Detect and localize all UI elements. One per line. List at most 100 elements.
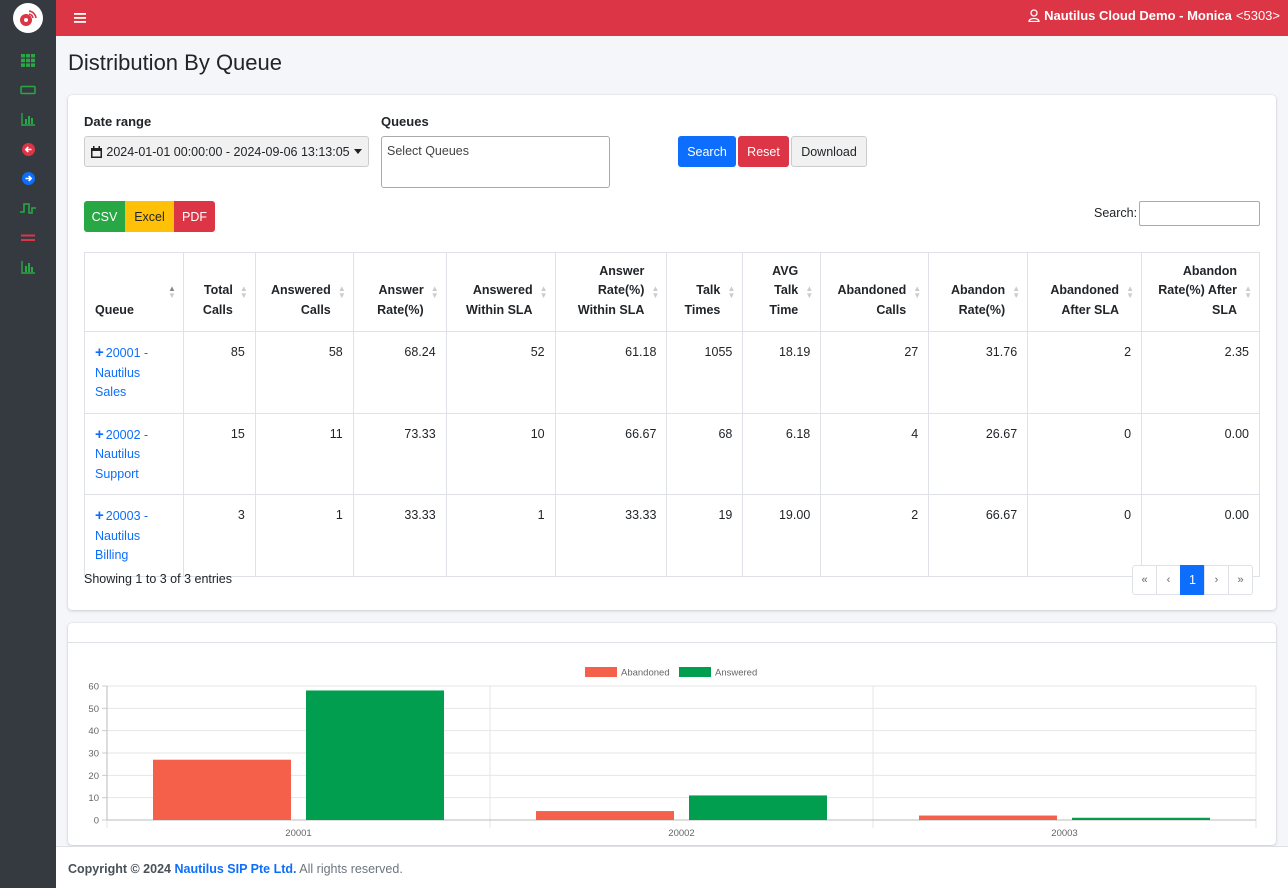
pagination-page-1[interactable]: 1 xyxy=(1180,565,1205,595)
export-excel-button[interactable]: Excel xyxy=(125,201,174,232)
date-range-picker[interactable]: 2024-01-01 00:00:00 - 2024-09-06 13:13:0… xyxy=(84,136,369,167)
queues-select[interactable]: Select Queues xyxy=(381,136,610,188)
column-header-text: Time xyxy=(769,302,799,317)
column-header-text: Rate(%) xyxy=(597,283,645,297)
report-card: Date range 2024-01-01 00:00:00 - 2024-09… xyxy=(68,95,1276,610)
queue-name-text: 20001 - xyxy=(105,346,149,360)
table-cell: 68.24 xyxy=(352,331,447,414)
sidebar-item-activity[interactable] xyxy=(0,194,56,224)
download-button[interactable]: Download xyxy=(791,136,867,167)
legend-swatch-abandoned xyxy=(585,667,617,677)
sort-icon: ▲ ▼ xyxy=(167,284,176,300)
expand-plus-icon[interactable]: + xyxy=(95,507,104,524)
column-header-0[interactable]: Queue ▲ ▼ xyxy=(84,252,184,332)
sidebar-item-inbound[interactable] xyxy=(0,135,56,165)
footer-rights: All rights reserved. xyxy=(299,862,403,876)
queue-distribution-table: Queue ▲ ▼ Total Calls ▲ ▼ Answered Calls ▲ ▼ Answer… xyxy=(84,252,1260,577)
column-header-text: Answered xyxy=(472,283,533,297)
sidebar-item-settings[interactable] xyxy=(0,223,56,253)
chart-card: 0 10 20 30 40 50 60 20001 20002 20003 Abandoned Ans… xyxy=(68,623,1276,845)
bar-chart-icon xyxy=(21,113,35,126)
column-header-text: Rate(%) After xyxy=(1158,283,1237,297)
table-cell: 2 xyxy=(1027,331,1143,414)
table-cell: 26.67 xyxy=(928,412,1029,495)
hamburger-menu-icon[interactable] xyxy=(74,10,88,26)
column-header-7[interactable]: AVG Talk Time ▲ ▼ xyxy=(742,252,822,332)
table-cell: 85 xyxy=(182,331,256,414)
table-cell: 66.67 xyxy=(928,494,1029,577)
arrow-left-circle-icon xyxy=(21,142,35,156)
expand-plus-icon[interactable]: + xyxy=(95,425,104,443)
sort-icon: ▲ ▼ xyxy=(1126,284,1135,300)
pagination-prev[interactable]: ‹ xyxy=(1156,565,1181,595)
column-header-10[interactable]: Abandoned After SLA ▲ ▼ xyxy=(1027,252,1143,332)
sort-icon: ▲ ▼ xyxy=(805,284,814,300)
y-tick-label: 30 xyxy=(88,749,99,760)
reset-button[interactable]: Reset xyxy=(738,136,789,167)
arrow-right-circle-icon xyxy=(21,172,35,186)
table-cell: 31.76 xyxy=(928,331,1029,414)
column-header-2[interactable]: Answered Calls ▲ ▼ xyxy=(254,252,354,332)
sort-icon: ▲ ▼ xyxy=(430,284,439,300)
column-header-text: AVG xyxy=(772,263,799,278)
legend-swatch-answered xyxy=(679,667,711,677)
sidebar-item-dashboard[interactable] xyxy=(0,46,56,76)
column-header-1[interactable]: Total Calls ▲ ▼ xyxy=(182,252,256,332)
y-tick-label: 60 xyxy=(88,682,99,693)
expand-plus-icon[interactable]: + xyxy=(95,344,104,361)
column-header-text: SLA xyxy=(1212,302,1237,317)
column-header-5[interactable]: Answer Rate(%) Within SLA ▲ ▼ xyxy=(554,252,668,332)
queue-link[interactable]: +20002 - Nautilus Support xyxy=(84,412,184,495)
pagination-last[interactable]: » xyxy=(1228,565,1253,595)
y-tick-label: 10 xyxy=(88,793,99,804)
column-header-text: Abandoned xyxy=(837,283,907,297)
caret-down-icon xyxy=(353,149,362,154)
column-header-9[interactable]: Abandon Rate(%) ▲ ▼ xyxy=(928,252,1029,332)
column-header-text: Calls xyxy=(876,302,907,317)
table-row: +20002 - Nautilus Support 15 11 73.33 10 66.67 6… xyxy=(84,412,1260,495)
export-pdf-button[interactable]: PDF xyxy=(174,201,215,232)
table-row: +20001 - Nautilus Sales 85 58 68.24 52 61.18 10… xyxy=(84,331,1260,414)
table-search-input[interactable] xyxy=(1139,201,1260,226)
table-cell: 1055 xyxy=(666,331,744,414)
export-csv-button[interactable]: CSV xyxy=(84,201,125,232)
column-header-text: Abandon xyxy=(1182,263,1237,278)
table-cell: 27 xyxy=(820,331,930,414)
pagination-first[interactable]: « xyxy=(1132,565,1157,595)
queue-name-text: Support xyxy=(95,466,139,481)
footer-copyright: Copyright © 2024 xyxy=(68,862,171,876)
pagination-next[interactable]: › xyxy=(1204,565,1229,595)
sort-icon: ▲ ▼ xyxy=(727,284,736,300)
column-header-3[interactable]: Answer Rate(%) ▲ ▼ xyxy=(352,252,447,332)
table-cell: 19.00 xyxy=(742,494,822,577)
column-header-8[interactable]: Abandoned Calls ▲ ▼ xyxy=(820,252,930,332)
sidebar-item-statistics[interactable] xyxy=(0,253,56,283)
brand-logo[interactable] xyxy=(13,3,43,33)
x-tick-label: 20001 xyxy=(285,828,311,839)
x-tick-label: 20002 xyxy=(668,828,694,839)
table-info: Showing 1 to 3 of 3 entries xyxy=(84,572,233,586)
page-title: Distribution By Queue xyxy=(68,50,282,75)
user-extension: <5303> xyxy=(1235,8,1280,23)
calendar-icon xyxy=(91,145,103,158)
user-menu[interactable]: Nautilus Cloud Demo - Monica <5303> xyxy=(1028,8,1280,23)
queue-link[interactable]: +20001 - Nautilus Sales xyxy=(84,331,184,414)
search-button[interactable]: Search xyxy=(678,136,736,167)
queue-name-text: Nautilus xyxy=(95,528,141,543)
sidebar-item-reports[interactable] xyxy=(0,105,56,135)
column-header-text: Total xyxy=(203,283,233,297)
bar-abandoned-20002 xyxy=(536,811,674,820)
date-range-value: 2024-01-01 00:00:00 - 2024-09-06 13:13:0… xyxy=(106,144,350,159)
sidebar xyxy=(0,0,56,888)
queue-bar-chart: 0 10 20 30 40 50 60 20001 20002 20003 Abandoned Ans… xyxy=(88,667,1257,839)
column-header-11[interactable]: Abandon Rate(%) After SLA ▲ ▼ xyxy=(1141,252,1260,332)
sidebar-item-outbound[interactable] xyxy=(0,164,56,194)
table-row: +20003 - Nautilus Billing 3 1 33.33 1 33.33 19 19… xyxy=(84,494,1260,577)
footer-company-link[interactable]: Nautilus SIP Pte Ltd. xyxy=(174,862,297,876)
sidebar-item-extensions[interactable] xyxy=(0,76,56,106)
table-cell: 1 xyxy=(445,494,556,577)
column-header-6[interactable]: Talk Times ▲ ▼ xyxy=(666,252,744,332)
queues-label: Queues xyxy=(381,114,429,129)
queue-link[interactable]: +20003 - Nautilus Billing xyxy=(84,494,184,577)
column-header-4[interactable]: Answered Within SLA ▲ ▼ xyxy=(445,252,556,332)
